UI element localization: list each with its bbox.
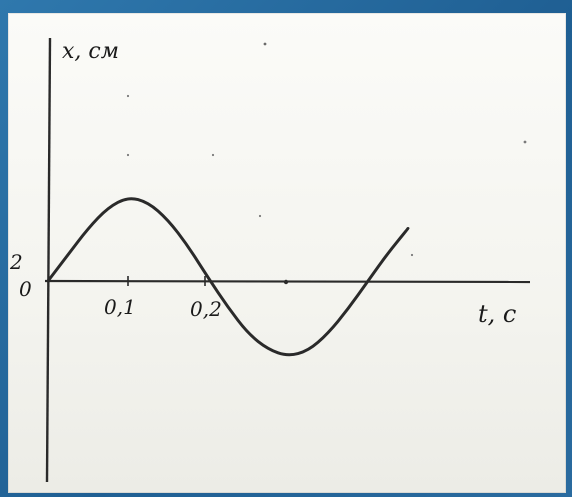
speck: [258, 214, 262, 218]
x-tick-label-0-1: 0,1: [104, 295, 136, 319]
speck: [211, 153, 215, 157]
speck: [410, 253, 414, 257]
speck: [523, 140, 527, 144]
x-axis-label: t, с: [478, 300, 516, 328]
y-tick-label-2: 2: [9, 250, 23, 274]
speck: [126, 153, 130, 157]
origin-label: 0: [19, 277, 32, 301]
x-tick-label-0-2: 0,2: [190, 297, 222, 321]
speck: [263, 42, 267, 46]
series-line: [46, 197, 410, 357]
y-axis-label: x, см: [62, 39, 119, 64]
y-axis: [45, 37, 52, 483]
paper-scan: [8, 13, 566, 493]
speck: [126, 94, 130, 98]
x-tick-dot: [283, 279, 289, 285]
